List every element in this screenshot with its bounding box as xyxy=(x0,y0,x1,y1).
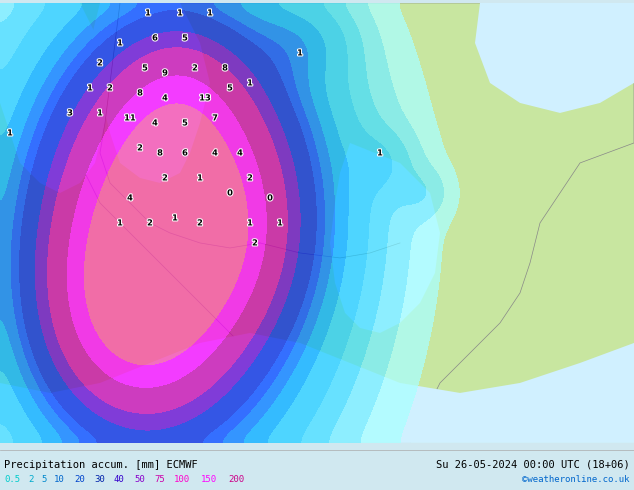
Text: 1: 1 xyxy=(7,128,13,138)
Text: 4: 4 xyxy=(127,194,133,202)
Text: 1: 1 xyxy=(117,38,123,48)
Text: 5: 5 xyxy=(41,475,46,485)
Polygon shape xyxy=(0,333,634,443)
Polygon shape xyxy=(330,143,440,333)
Text: 7: 7 xyxy=(212,114,218,122)
Text: 2: 2 xyxy=(247,173,253,182)
Text: 30: 30 xyxy=(94,475,105,485)
Text: 2: 2 xyxy=(107,83,113,93)
Text: 75: 75 xyxy=(154,475,165,485)
Text: 2: 2 xyxy=(197,219,203,227)
Text: Su 26-05-2024 00:00 UTC (18+06): Su 26-05-2024 00:00 UTC (18+06) xyxy=(436,460,630,470)
Text: 20: 20 xyxy=(74,475,85,485)
Text: 13: 13 xyxy=(199,94,211,102)
Text: 1: 1 xyxy=(377,148,383,157)
Text: 5: 5 xyxy=(182,33,188,43)
Text: 150: 150 xyxy=(201,475,217,485)
Text: 10: 10 xyxy=(54,475,65,485)
Text: 8: 8 xyxy=(157,148,163,157)
Text: 0.5: 0.5 xyxy=(4,475,20,485)
Text: ©weatheronline.co.uk: ©weatheronline.co.uk xyxy=(522,475,630,485)
Polygon shape xyxy=(0,3,634,443)
Text: 0: 0 xyxy=(267,194,273,202)
Text: 5: 5 xyxy=(182,119,188,127)
Text: 6: 6 xyxy=(152,33,158,43)
Text: 50: 50 xyxy=(134,475,145,485)
Text: 1: 1 xyxy=(297,49,303,57)
Polygon shape xyxy=(90,3,210,183)
Text: 2: 2 xyxy=(147,219,153,227)
Text: 6: 6 xyxy=(182,148,188,157)
Text: 2: 2 xyxy=(192,63,198,73)
Text: Precipitation accum. [mm] ECMWF: Precipitation accum. [mm] ECMWF xyxy=(4,460,198,470)
Text: 1: 1 xyxy=(247,219,253,227)
Text: 2: 2 xyxy=(162,173,168,182)
Text: 5: 5 xyxy=(142,63,148,73)
Text: 3: 3 xyxy=(67,108,73,118)
Text: 8: 8 xyxy=(222,63,228,73)
Text: 1: 1 xyxy=(277,219,283,227)
Text: 4: 4 xyxy=(152,119,158,127)
Text: 1: 1 xyxy=(145,8,151,18)
Text: 4: 4 xyxy=(237,148,243,157)
Text: 1: 1 xyxy=(207,8,213,18)
Text: 1: 1 xyxy=(87,83,93,93)
Text: 4: 4 xyxy=(162,94,168,102)
Text: 2: 2 xyxy=(252,239,258,247)
Text: 200: 200 xyxy=(228,475,244,485)
Text: 2: 2 xyxy=(97,58,103,68)
Text: 1: 1 xyxy=(197,173,203,182)
Text: 1: 1 xyxy=(177,8,183,18)
Text: 1: 1 xyxy=(97,108,103,118)
Text: 11: 11 xyxy=(124,114,136,122)
Text: 1: 1 xyxy=(117,219,123,227)
Polygon shape xyxy=(0,3,110,193)
Text: 0: 0 xyxy=(227,189,233,197)
Text: 4: 4 xyxy=(212,148,218,157)
Text: 9: 9 xyxy=(162,69,168,77)
Text: 1: 1 xyxy=(172,214,178,222)
Text: 100: 100 xyxy=(174,475,190,485)
Text: 2: 2 xyxy=(28,475,34,485)
Text: 2: 2 xyxy=(137,144,143,152)
Text: 5: 5 xyxy=(227,83,233,93)
Text: 8: 8 xyxy=(137,89,143,98)
Polygon shape xyxy=(475,3,634,113)
Text: 40: 40 xyxy=(114,475,125,485)
Text: 1: 1 xyxy=(247,78,253,87)
